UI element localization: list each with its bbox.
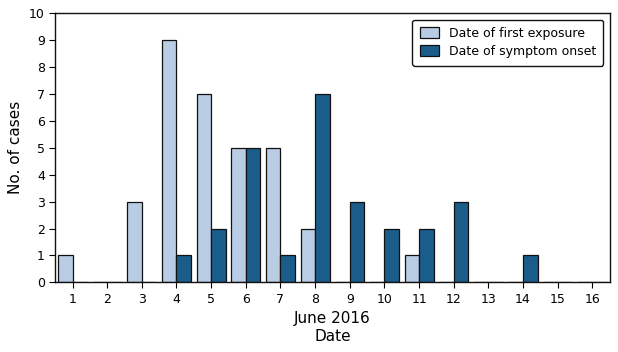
Bar (177, 256, 191, 282)
Bar (211, 228, 226, 282)
Bar (350, 202, 364, 282)
Bar (523, 256, 538, 282)
Legend: Date of first exposure, Date of symptom onset: Date of first exposure, Date of symptom … (412, 20, 603, 65)
Bar (231, 148, 246, 282)
Bar (162, 40, 177, 282)
Bar (315, 94, 329, 282)
X-axis label: June 2016
Date: June 2016 Date (294, 311, 371, 344)
Bar (266, 148, 281, 282)
Y-axis label: No. of cases: No. of cases (8, 101, 23, 194)
Bar (58, 256, 72, 282)
Bar (197, 94, 211, 282)
Bar (405, 256, 419, 282)
Bar (127, 202, 142, 282)
Bar (246, 148, 260, 282)
Bar (419, 228, 434, 282)
Bar (454, 202, 468, 282)
Bar (281, 256, 295, 282)
Bar (300, 228, 315, 282)
Bar (384, 228, 399, 282)
